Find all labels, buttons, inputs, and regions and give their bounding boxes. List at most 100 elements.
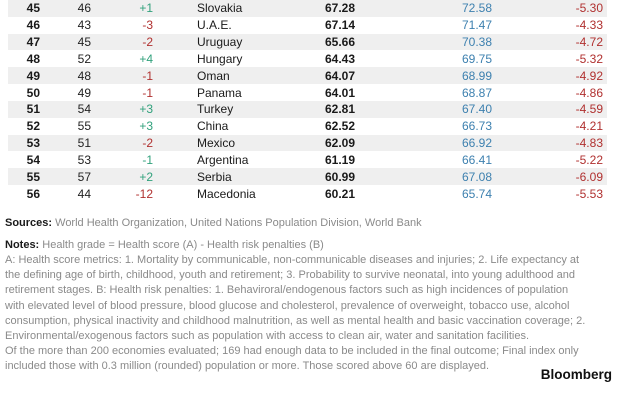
cell-change: -1 [142, 152, 153, 167]
cell-rank: 53 [26, 136, 40, 151]
cell-country: Serbia [197, 169, 232, 184]
cell-penalties: -4.59 [575, 102, 603, 117]
table-row: 48 52 +4 Hungary 64.43 69.75 -5.32 [8, 50, 607, 67]
cell-previous-rank: 45 [77, 35, 91, 50]
table-row: 56 44 -12 Macedonia 60.21 65.74 -5.53 [8, 185, 607, 202]
notes-text-line: retirement stages. B: Health risk penalt… [5, 284, 569, 297]
table-row: 49 48 -1 Oman 64.07 68.99 -4.92 [8, 67, 607, 85]
cell-health-grade: 62.52 [324, 119, 355, 134]
cell-health-score: 67.08 [461, 169, 492, 184]
cell-previous-rank: 57 [77, 169, 91, 184]
cell-penalties: -5.32 [575, 51, 603, 66]
cell-country: Mexico [197, 136, 236, 151]
cell-health-score: 72.58 [461, 1, 492, 16]
cell-health-grade: 62.09 [324, 136, 355, 151]
table-row: 47 45 -2 Uruguay 65.66 70.38 -4.72 [8, 33, 607, 51]
cell-change: +3 [139, 119, 153, 134]
cell-penalties: -5.22 [575, 152, 603, 167]
cell-previous-rank: 46 [77, 1, 91, 16]
notes-text-line: consumption, physical inactivity and chi… [5, 314, 586, 327]
table-row: 52 55 +3 China 62.52 66.73 -4.21 [8, 118, 607, 135]
cell-health-grade: 64.07 [324, 68, 355, 83]
table-row: 53 51 -2 Mexico 62.09 66.92 -4.83 [8, 134, 607, 152]
cell-penalties: -4.92 [575, 68, 603, 83]
cell-change: -3 [142, 18, 153, 33]
cell-previous-rank: 51 [77, 136, 91, 151]
cell-change: +2 [139, 169, 153, 184]
cell-previous-rank: 44 [77, 186, 91, 201]
cell-rank: 49 [26, 68, 40, 83]
cell-previous-rank: 52 [77, 51, 91, 66]
notes-text-line: A: Health score metrics: 1. Mortality by… [5, 254, 580, 266]
cell-rank: 50 [26, 85, 40, 100]
table-row: 51 54 +3 Turkey 62.81 67.40 -4.59 [8, 100, 607, 118]
cell-country: Argentina [197, 152, 249, 167]
cell-health-score: 66.73 [461, 119, 492, 134]
cell-country: Turkey [197, 102, 234, 117]
cell-change: +1 [139, 1, 153, 16]
cell-rank: 51 [26, 102, 40, 117]
notes-headline: Health grade = Health score (A) - Health… [39, 239, 324, 251]
cell-penalties: -4.72 [575, 35, 603, 50]
cell-health-grade: 64.01 [324, 85, 355, 100]
cell-previous-rank: 43 [77, 18, 91, 33]
cell-previous-rank: 55 [77, 119, 91, 134]
cell-previous-rank: 49 [77, 85, 91, 100]
cell-penalties: -5.30 [575, 1, 603, 16]
cell-penalties: -4.86 [575, 85, 603, 100]
cell-health-score: 67.40 [461, 102, 492, 117]
cell-country: Panama [197, 85, 242, 100]
cell-penalties: -6.09 [575, 169, 603, 184]
cell-country: Macedonia [197, 186, 256, 201]
cell-previous-rank: 54 [77, 102, 91, 117]
cell-health-grade: 64.43 [324, 51, 355, 66]
cell-health-grade: 67.14 [324, 18, 355, 33]
cell-previous-rank: 53 [77, 152, 91, 167]
ranking-table: 45 46 +1 Slovakia 67.28 72.58 -5.30 46 43 -3 U.A.E… [8, 0, 607, 202]
notes-paragraph: A: Health score metrics: 1. Mortality by… [5, 253, 615, 375]
cell-country: U.A.E. [197, 18, 232, 33]
cell-health-score: 68.99 [461, 68, 492, 83]
cell-penalties: -4.83 [575, 136, 603, 151]
table-row: 55 57 +2 Serbia 60.99 67.08 -6.09 [8, 168, 607, 186]
cell-health-score: 69.75 [461, 51, 492, 66]
cell-rank: 55 [26, 169, 40, 184]
sources-text: World Health Organization, United Nation… [52, 217, 422, 229]
cell-health-grade: 60.99 [324, 169, 355, 184]
cell-rank: 48 [26, 51, 40, 66]
sources-label: Sources: [5, 217, 53, 229]
sources-line: Sources: World Health Organization, Unit… [5, 217, 422, 229]
cell-rank: 54 [26, 152, 40, 167]
cell-penalties: -4.33 [575, 18, 603, 33]
cell-country: Oman [197, 68, 230, 83]
cell-country: Uruguay [197, 35, 243, 50]
cell-rank: 56 [26, 186, 40, 201]
cell-health-score: 68.87 [461, 85, 492, 100]
cell-country: China [197, 119, 229, 134]
notes-text-line: the defining age of birth, childhood, yo… [5, 269, 575, 282]
cell-rank: 46 [26, 18, 40, 33]
cell-health-score: 71.47 [461, 18, 492, 33]
notes-line: Notes: Health grade = Health score (A) -… [5, 239, 324, 251]
table-row: 54 53 -1 Argentina 61.19 66.41 -5.22 [8, 151, 607, 168]
cell-change: +3 [139, 102, 153, 117]
cell-rank: 52 [26, 119, 40, 134]
cell-previous-rank: 48 [77, 68, 91, 83]
cell-health-grade: 61.19 [324, 152, 355, 167]
notes-text-line: included those with 0.3 million (rounded… [5, 360, 490, 373]
notes-text-line: with elevated level of blood pressure, b… [5, 299, 570, 312]
notes-text-line: Environmental/exogenous factors such as … [5, 330, 530, 343]
bloomberg-logo: Bloomberg [540, 367, 612, 382]
cell-change: -1 [142, 85, 153, 100]
cell-health-grade: 65.66 [324, 35, 355, 50]
table-row: 50 49 -1 Panama 64.01 68.87 -4.86 [8, 84, 607, 101]
cell-health-score: 66.41 [461, 152, 492, 167]
cell-health-score: 66.92 [461, 136, 492, 151]
cell-health-grade: 67.28 [324, 1, 355, 16]
cell-change: -1 [142, 68, 153, 83]
cell-change: -2 [142, 136, 153, 151]
cell-penalties: -5.53 [575, 186, 603, 201]
notes-text-line: Of the more than 200 economies evaluated… [5, 345, 579, 358]
cell-health-grade: 62.81 [324, 102, 355, 117]
